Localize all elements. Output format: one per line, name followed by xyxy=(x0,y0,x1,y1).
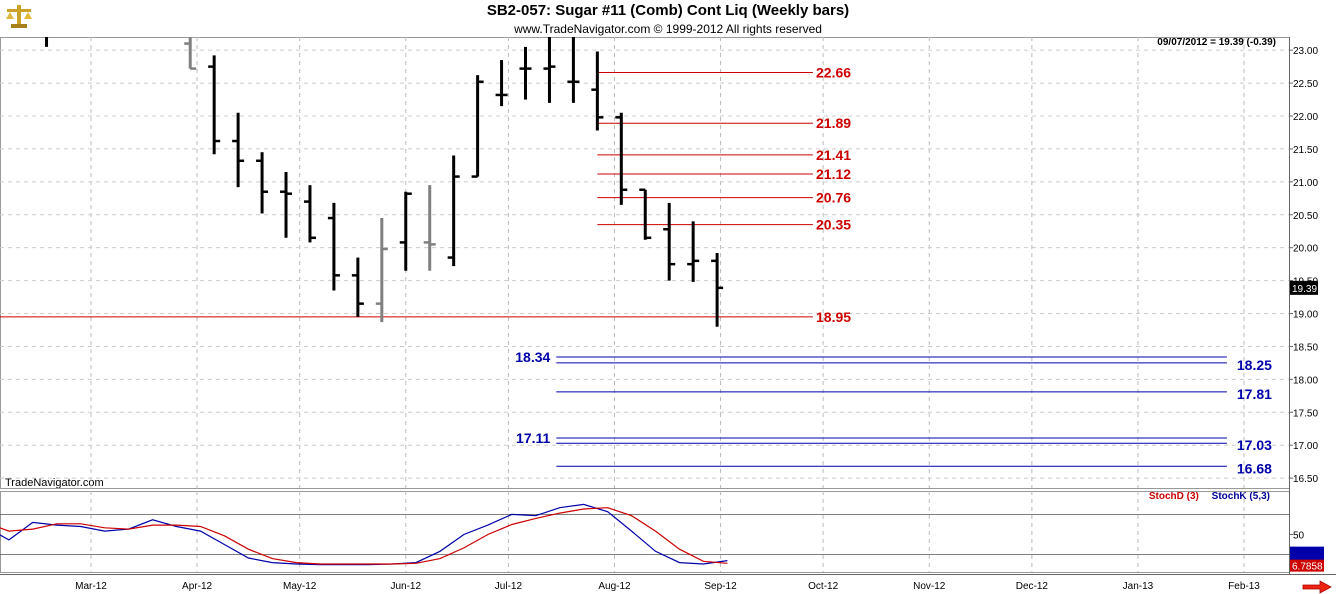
ohlc-bar xyxy=(663,202,676,281)
right-arrow-icon[interactable] xyxy=(1302,580,1332,594)
x-tick-label: Jan-13 xyxy=(1123,581,1154,592)
x-tick-label: Nov-12 xyxy=(913,581,946,592)
stoch-last-label: 6.7858 xyxy=(1292,562,1323,573)
red-level-label: 21.41 xyxy=(816,147,851,163)
blue-level-label: 18.25 xyxy=(1237,357,1272,373)
ohlc-bar xyxy=(615,112,628,205)
ohlc-bar xyxy=(687,221,700,282)
ohlc-bar xyxy=(280,171,293,238)
x-tick-label: Jun-12 xyxy=(390,581,421,592)
stoch-last-box-top xyxy=(1290,546,1324,561)
stoch-last-box xyxy=(1290,559,1324,572)
x-tick-label: Feb-13 xyxy=(1228,581,1260,592)
ohlc-bar xyxy=(375,218,388,323)
ohlc-bar xyxy=(399,191,412,271)
y-tick-label: 16.50 xyxy=(1293,474,1318,485)
red-level-label: 20.76 xyxy=(816,190,851,206)
y-tick-label: 17.00 xyxy=(1293,441,1318,452)
x-tick-label: Jul-12 xyxy=(495,581,523,592)
red-level-label: 21.12 xyxy=(816,166,851,182)
y-tick-label: 22.00 xyxy=(1293,112,1318,123)
red-level-label: 20.35 xyxy=(816,217,851,233)
y-tick-label: 23.00 xyxy=(1293,46,1318,57)
y-tick-label: 18.50 xyxy=(1293,342,1318,353)
y-tick-label: 20.50 xyxy=(1293,211,1318,222)
date-price-readout: 09/07/2012 = 19.39 (-0.39) xyxy=(1157,37,1276,48)
ohlc-bar xyxy=(256,152,269,214)
y-tick-label: 22.50 xyxy=(1293,79,1318,90)
price-plot-frame xyxy=(0,37,1290,489)
red-level-label: 18.95 xyxy=(816,309,851,325)
chart-title: SB2-057: Sugar #11 (Comb) Cont Liq (Week… xyxy=(486,2,850,19)
legend-stochd: StochD (3) xyxy=(1148,491,1199,502)
ohlc-bar xyxy=(208,55,221,155)
x-tick-label: May-12 xyxy=(283,581,317,592)
x-tick-label: Mar-12 xyxy=(75,581,107,592)
ohlc-bar xyxy=(567,37,580,103)
y-tick-label: 21.00 xyxy=(1293,178,1318,189)
y-tick-label: 21.50 xyxy=(1293,145,1318,156)
stochk-line xyxy=(0,503,728,566)
last-price-box xyxy=(1290,280,1318,295)
blue-level-label: 17.81 xyxy=(1237,386,1272,402)
last-price-label: 19.39 xyxy=(1292,284,1317,295)
x-tick-label: Sep-12 xyxy=(704,581,737,592)
ohlc-bar xyxy=(351,257,364,317)
y-tick-label: 19.00 xyxy=(1293,310,1318,321)
blue-level-label: 17.03 xyxy=(1237,437,1272,453)
y-tick-label: 17.50 xyxy=(1293,408,1318,419)
ohlc-bar xyxy=(495,60,508,107)
stoch-plot-frame xyxy=(0,491,1290,573)
copyright-text: www.TradeNavigator.com © 1999-2012 All r… xyxy=(514,22,822,36)
ohlc-bar xyxy=(423,185,436,271)
ohlc-bar xyxy=(711,252,724,327)
ohlc-bar xyxy=(447,155,460,267)
y-tick-label: 20.00 xyxy=(1293,244,1318,255)
ohlc-bar xyxy=(543,37,556,103)
scales-logo-icon[interactable] xyxy=(4,1,34,29)
ohlc-bar xyxy=(327,202,340,291)
red-level-label: 22.66 xyxy=(816,65,851,81)
brand-watermark: TradeNavigator.com xyxy=(5,477,104,489)
x-tick-label: Oct-12 xyxy=(808,581,838,592)
stoch-y-tick-label: 50 xyxy=(1293,531,1305,542)
x-tick-label: Apr-12 xyxy=(182,581,212,592)
x-tick-label: Aug-12 xyxy=(598,581,631,592)
ohlc-bar xyxy=(232,112,245,188)
ohlc-bar xyxy=(303,185,316,243)
stochd-line xyxy=(0,507,728,565)
ohlc-bar xyxy=(519,46,532,100)
legend-stochk: StochK (5,3) xyxy=(1211,491,1270,502)
red-level-label: 21.89 xyxy=(816,115,851,131)
blue-level-label: 17.11 xyxy=(516,430,550,446)
blue-level-label: 18.34 xyxy=(515,349,550,365)
stoch-legend: StochD (3) StochK (5,3) xyxy=(1149,491,1270,502)
ohlc-bar xyxy=(471,75,484,178)
ohlc-bar xyxy=(184,37,197,70)
x-tick-label: Dec-12 xyxy=(1016,581,1049,592)
blue-level-label: 16.68 xyxy=(1237,460,1272,476)
ohlc-bar xyxy=(591,51,604,131)
y-tick-label: 18.00 xyxy=(1293,375,1318,386)
ohlc-bar xyxy=(639,188,652,240)
